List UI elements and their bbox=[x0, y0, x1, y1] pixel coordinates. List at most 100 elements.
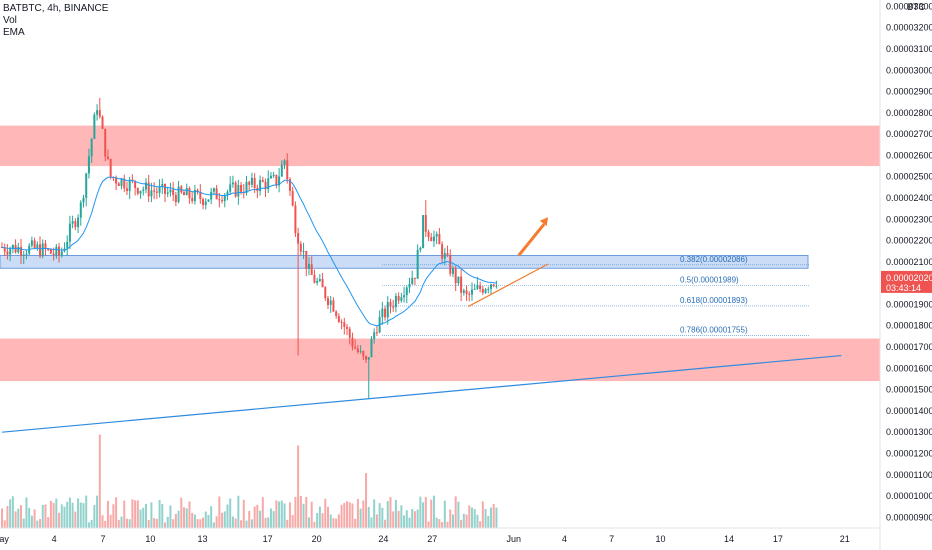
candle-body bbox=[210, 191, 213, 200]
time-tick-label: 17 bbox=[773, 534, 783, 544]
volume-bar bbox=[435, 517, 438, 528]
volume-bar bbox=[66, 501, 69, 528]
symbol-title[interactable]: BATBTC, 4h, BINANCE bbox=[3, 3, 109, 14]
volume-bar bbox=[6, 505, 9, 528]
volume-bar bbox=[487, 515, 490, 528]
candle-body bbox=[204, 201, 207, 206]
candle-body bbox=[226, 191, 229, 195]
candle-body bbox=[250, 177, 253, 185]
fib-label: 0.5(0.00001989) bbox=[680, 276, 739, 285]
volume-bar bbox=[196, 519, 199, 528]
time-tick-label: 13 bbox=[197, 534, 207, 544]
candle-body bbox=[327, 298, 329, 305]
candle-body bbox=[161, 183, 164, 187]
arrow-icon bbox=[539, 217, 549, 227]
candle-body bbox=[411, 277, 414, 285]
candle-body bbox=[288, 179, 291, 191]
candle-body bbox=[101, 116, 104, 129]
volume-bar bbox=[335, 518, 338, 528]
volume-bar bbox=[375, 514, 378, 528]
price-tick-label: 0.00001300 bbox=[886, 427, 932, 437]
candle-body bbox=[215, 188, 218, 200]
volume-bar bbox=[112, 504, 115, 528]
volume-bar bbox=[386, 501, 389, 528]
volume-bar bbox=[365, 473, 368, 528]
candle-body bbox=[269, 175, 272, 179]
price-tick-label: 0.00003100 bbox=[886, 44, 932, 54]
volume-bar bbox=[221, 512, 224, 528]
volume-bar bbox=[33, 509, 36, 528]
candle-body bbox=[96, 110, 99, 115]
volume-bar bbox=[400, 505, 403, 528]
candle-body bbox=[318, 279, 321, 281]
candle-body bbox=[457, 276, 460, 284]
volume-indicator-label[interactable]: Vol bbox=[3, 15, 17, 26]
candle-body bbox=[430, 237, 433, 242]
fib-layer: 0.382(0.00002086) 0.5(0.00001989) 0.618(0.… bbox=[382, 255, 810, 336]
time-tick-label: 4 bbox=[562, 534, 567, 544]
candle-body bbox=[321, 279, 324, 288]
candle-body bbox=[125, 188, 128, 192]
candle-body bbox=[164, 183, 166, 194]
time-tick-label: 17 bbox=[263, 534, 273, 544]
candle-body bbox=[223, 194, 226, 202]
time-axis[interactable]: May 4 7 10 13 17 20 24 27 Jun 4 7 10 14 17 21 bbox=[0, 527, 880, 544]
price-axis[interactable]: 0.00003300 0.00003200 0.00003100 0.00003000… bbox=[879, 0, 932, 550]
candle-body bbox=[253, 177, 256, 189]
candle-body bbox=[98, 110, 101, 117]
volume-bar bbox=[457, 501, 460, 528]
candle-body bbox=[172, 189, 175, 196]
candle-body bbox=[82, 197, 85, 203]
volume-bar bbox=[256, 504, 259, 528]
candle-body bbox=[109, 159, 112, 178]
volume-bar bbox=[106, 500, 109, 528]
volume-bar bbox=[454, 496, 457, 528]
candle-body bbox=[174, 195, 177, 203]
volume-bar bbox=[329, 514, 332, 528]
candle-body bbox=[120, 178, 123, 186]
candle-body bbox=[245, 181, 248, 194]
time-tick-label: 14 bbox=[724, 534, 734, 544]
volume-bar bbox=[413, 511, 416, 528]
candle-body bbox=[207, 199, 210, 202]
price-tick-label: 0.00001600 bbox=[886, 363, 932, 373]
volume-bar bbox=[403, 515, 406, 528]
volume-bar bbox=[193, 514, 196, 528]
volume-bar bbox=[321, 513, 324, 528]
volume-bar bbox=[14, 511, 17, 528]
candle-body bbox=[188, 188, 191, 199]
candle-body bbox=[123, 178, 126, 189]
candle-body bbox=[128, 179, 131, 192]
candle-body bbox=[476, 285, 479, 289]
volume-bar bbox=[47, 517, 50, 528]
candle-body bbox=[403, 295, 406, 298]
volume-bar bbox=[215, 516, 218, 528]
volume-bar bbox=[343, 503, 346, 528]
candle-body bbox=[20, 246, 23, 256]
volume-bar bbox=[367, 506, 370, 528]
volume-bar bbox=[288, 502, 291, 528]
volume-bar bbox=[60, 504, 63, 528]
candle-body bbox=[351, 337, 354, 347]
volume-bar bbox=[185, 508, 188, 528]
candle-body bbox=[196, 189, 199, 192]
price-tick-label: 0.00002400 bbox=[886, 193, 932, 203]
candle-body bbox=[115, 178, 118, 184]
volume-bar bbox=[58, 512, 61, 528]
price-tick-label: 0.00001400 bbox=[886, 406, 932, 416]
volume-bar bbox=[346, 501, 349, 528]
zone-demand bbox=[0, 338, 880, 382]
volume-bar bbox=[348, 502, 351, 528]
candle-body bbox=[3, 247, 6, 252]
ema-indicator-label[interactable]: EMA bbox=[3, 27, 25, 38]
price-tick-label: 0.00001200 bbox=[886, 448, 932, 458]
volume-bar bbox=[286, 519, 289, 528]
time-tick-label: 7 bbox=[101, 534, 106, 544]
zones-layer bbox=[0, 125, 880, 382]
volume-bar bbox=[96, 495, 99, 528]
volume-bar bbox=[25, 497, 28, 528]
candle-body bbox=[294, 205, 297, 234]
volume-bar bbox=[199, 519, 202, 528]
volume-bar bbox=[332, 518, 335, 528]
